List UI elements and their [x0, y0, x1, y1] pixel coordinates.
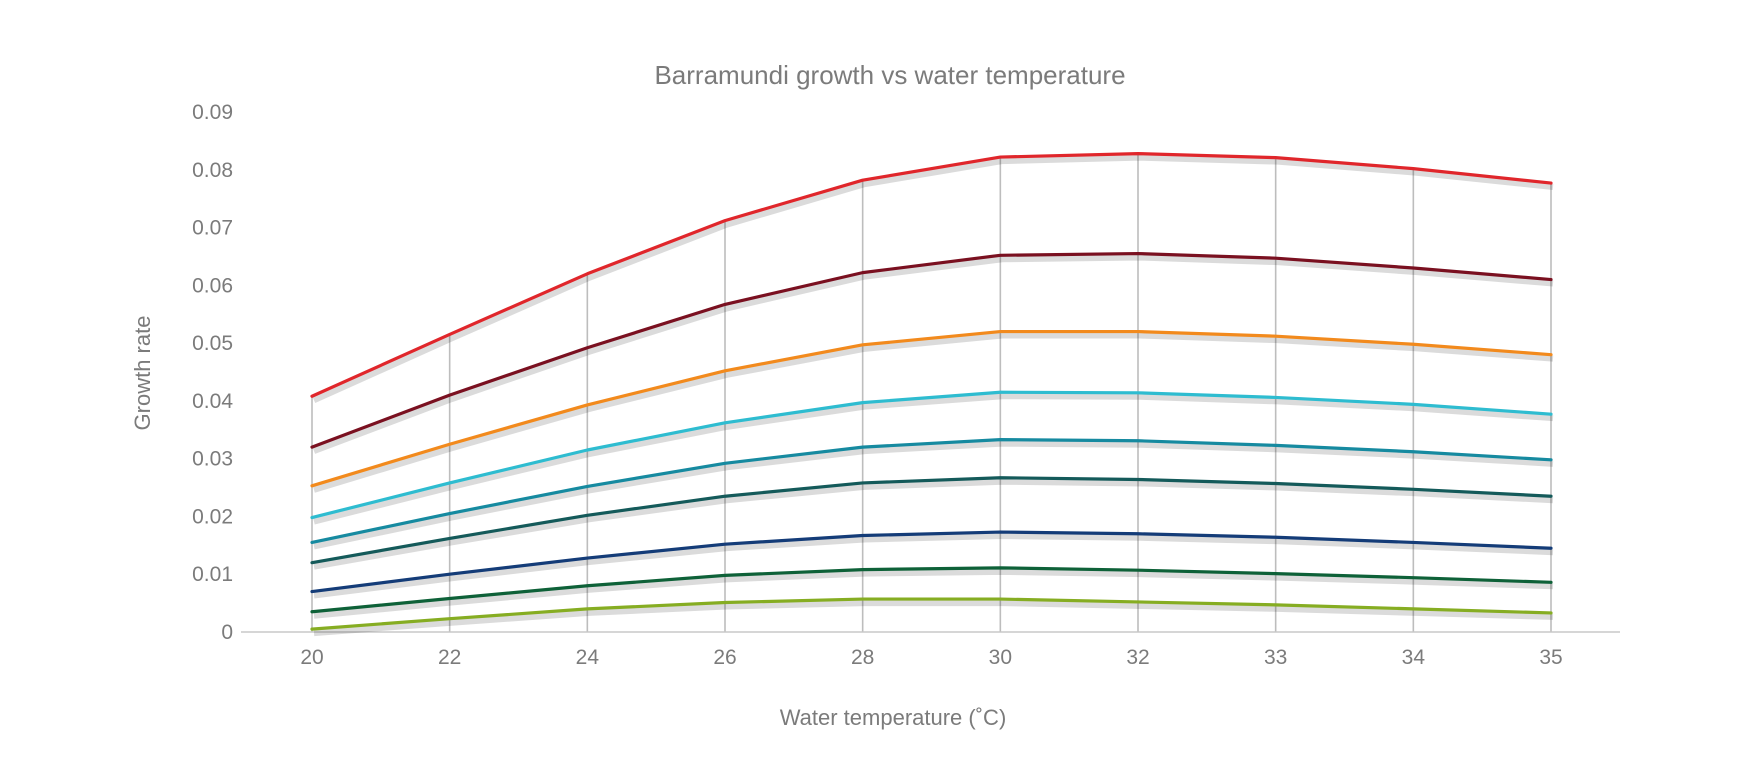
y-tick-label: 0.02 — [192, 505, 233, 528]
y-tick-label: 0.05 — [192, 332, 233, 355]
series-line-8 — [310, 566, 1553, 614]
x-tick-label: 24 — [576, 646, 600, 669]
y-tick-label: 0.06 — [192, 274, 233, 297]
series-shadow — [313, 440, 1554, 550]
series-shadow — [313, 600, 1554, 637]
series-shadow — [312, 154, 1554, 404]
y-tick-label: 0.08 — [192, 159, 233, 182]
y-tick-label: 0 — [221, 621, 233, 644]
x-axis-label: Water temperature (˚C) — [780, 705, 1007, 730]
y-tick-label: 0.03 — [192, 448, 233, 471]
series-shadow — [313, 533, 1554, 599]
y-tick-labels: 0 0.01 0.02 0.03 0.04 0.05 0.06 0.07 0.08 0.09 — [192, 101, 233, 644]
series-line-6 — [310, 476, 1553, 565]
series-line-1 — [310, 152, 1553, 398]
y-tick-label: 0.01 — [192, 563, 233, 586]
series-shadow — [313, 478, 1554, 570]
x-tick-label: 32 — [1126, 646, 1149, 669]
y-tick-label: 0.09 — [192, 101, 233, 124]
y-tick-label: 0.04 — [192, 390, 233, 413]
series-1 — [310, 152, 1554, 404]
series-5 — [310, 438, 1554, 550]
x-tick-label: 34 — [1402, 646, 1426, 669]
series-6 — [310, 476, 1554, 570]
x-tick-label: 35 — [1539, 646, 1562, 669]
x-tick-label: 28 — [851, 646, 874, 669]
series-8 — [310, 566, 1554, 619]
series-3 — [310, 329, 1554, 493]
series-line-4 — [310, 390, 1553, 520]
x-tick-label: 20 — [300, 646, 323, 669]
series-shadow — [313, 568, 1554, 619]
y-tick-label: 0.07 — [192, 217, 233, 240]
series-line-9 — [310, 597, 1553, 631]
series-lines — [310, 152, 1554, 637]
x-tick-label: 22 — [438, 646, 461, 669]
series-shadow — [313, 393, 1554, 525]
series-shadow — [313, 332, 1554, 493]
series-7 — [310, 530, 1554, 599]
series-line-3 — [310, 329, 1553, 488]
chart-title: Barramundi growth vs water temperature — [654, 60, 1125, 90]
x-tick-label: 33 — [1264, 646, 1287, 669]
series-line-5 — [310, 438, 1553, 545]
series-line-7 — [310, 530, 1553, 594]
grid-lines — [241, 153, 1620, 633]
x-tick-label: 30 — [989, 646, 1012, 669]
series-shadow — [312, 254, 1554, 454]
series-line-2 — [310, 251, 1553, 449]
series-9 — [310, 597, 1554, 637]
y-axis-label: Growth rate — [130, 316, 155, 431]
series-2 — [310, 251, 1554, 454]
series-4 — [310, 390, 1554, 525]
x-tick-labels: 20 22 24 26 28 30 32 33 34 35 — [300, 646, 1562, 669]
x-tick-label: 26 — [713, 646, 736, 669]
